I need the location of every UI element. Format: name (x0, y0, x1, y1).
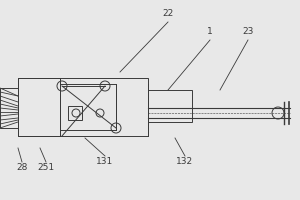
Text: 22: 22 (162, 9, 174, 19)
Text: 251: 251 (38, 164, 55, 172)
Bar (148, 90, 192, 122)
Text: 28: 28 (16, 164, 28, 172)
Text: 131: 131 (96, 158, 114, 166)
Bar (60, 84, 116, 130)
Bar (0, 88, 18, 128)
Bar (68, 106, 82, 120)
Text: 23: 23 (242, 27, 254, 36)
Text: 1: 1 (207, 27, 213, 36)
Bar (18, 78, 60, 136)
Text: 132: 132 (176, 158, 194, 166)
Bar (18, 78, 148, 136)
